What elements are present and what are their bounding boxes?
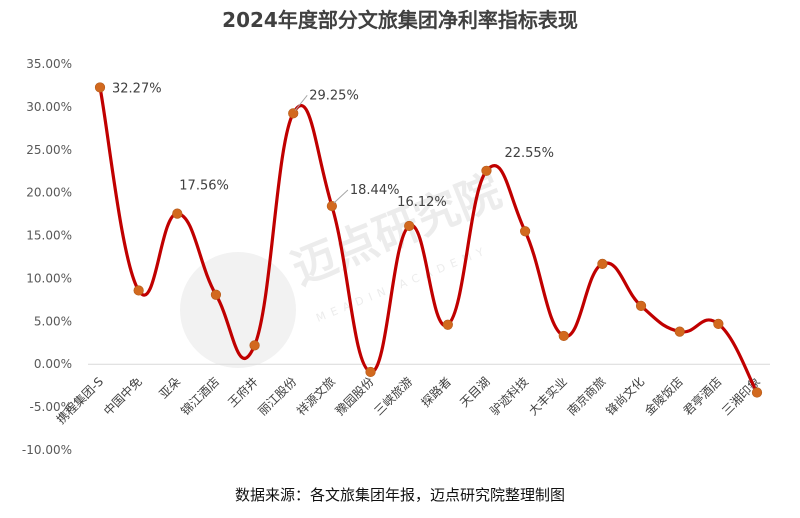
data-point (326, 200, 337, 212)
data-point (404, 220, 415, 232)
x-category-label: 亚朵 (157, 374, 184, 401)
data-point (210, 289, 222, 300)
x-category-label: 三峡旅游 (371, 374, 415, 418)
data-label-leader (294, 95, 308, 111)
data-point (288, 108, 299, 119)
y-tick-label: 15.00% (26, 229, 72, 243)
data-point (597, 258, 608, 269)
data-point (481, 165, 492, 176)
data-point (172, 208, 183, 219)
data-point (133, 285, 144, 296)
x-category-label: 驴迹科技 (487, 374, 532, 419)
data-point (520, 226, 531, 237)
data-point (365, 366, 376, 378)
data-label: 17.56% (179, 179, 229, 194)
data-point (249, 340, 260, 351)
chart-title: 2024年度部分文旅集团净利率指标表现 (222, 8, 578, 32)
x-category-label: 探路者 (418, 374, 454, 410)
x-category-label: 君亭酒店 (680, 374, 725, 419)
data-label: 22.55% (504, 146, 554, 161)
y-tick-label: -5.00% (30, 400, 72, 414)
x-category-label: 丽江股份 (256, 374, 300, 418)
data-point (558, 330, 569, 342)
x-category-label: 豫园股份 (333, 374, 377, 418)
source-note: 数据来源：各文旅集团年报，迈点研究院整理制图 (234, 486, 565, 504)
x-category-label: 金陵饭店 (641, 374, 686, 419)
data-labels: 32.27% 17.56% 29.25% 18.44%16.12% 22.55% (112, 81, 554, 210)
data-label: 18.44% (350, 183, 400, 198)
data-point (713, 318, 724, 330)
y-tick-label: -10.00% (22, 443, 72, 457)
x-category-label: 南京商旅 (564, 374, 609, 419)
y-tick-label: 20.00% (26, 186, 72, 200)
x-category-label: 王府井 (225, 374, 261, 410)
y-tick-label: 10.00% (26, 271, 72, 285)
x-category-label: 天目湖 (457, 374, 493, 410)
x-category-label: 中国中免 (100, 374, 145, 419)
x-category-label: 锋尚文化 (603, 374, 648, 419)
data-label: 29.25% (309, 88, 359, 103)
series-line (98, 87, 759, 394)
data-point (94, 82, 106, 93)
data-label-leader (333, 189, 349, 204)
data-point (635, 300, 647, 311)
series-net-margin (94, 82, 763, 398)
y-tick-label: 0.00% (34, 357, 72, 371)
data-point (751, 387, 763, 398)
data-point (674, 326, 685, 337)
y-tick-label: 25.00% (26, 143, 72, 157)
data-point (442, 319, 453, 330)
y-tick-label: 30.00% (26, 100, 72, 114)
x-category-label: 锦江酒店 (178, 374, 222, 418)
data-label: 32.27% (112, 81, 162, 96)
x-category-label: 祥源文旅 (293, 374, 338, 419)
x-category-label: 大丰实业 (525, 374, 570, 419)
y-tick-label: 5.00% (34, 314, 72, 328)
y-tick-label: 35.00% (26, 57, 72, 71)
data-label: 16.12% (397, 195, 447, 210)
y-axis: 35.00% 30.00% 25.00% 20.00% 15.00% 10.00% 5.00… (22, 57, 72, 457)
